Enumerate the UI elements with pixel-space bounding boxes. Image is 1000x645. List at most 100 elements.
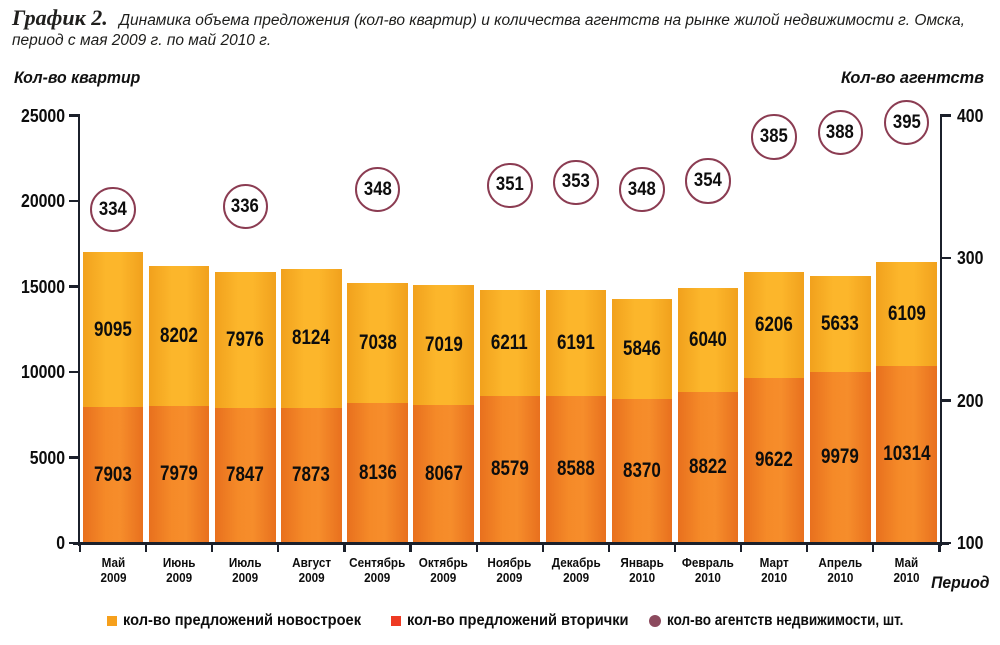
bar-value-secondary: 7847 — [215, 462, 276, 487]
bar-segment-secondary: 7903 — [82, 407, 144, 543]
bar-segment-new-buildings: 7976 — [215, 271, 276, 409]
right-axis-tick-label: 200 — [957, 392, 1000, 410]
agents-count-value: 353 — [561, 171, 590, 193]
right-axis-tick-value: 300 — [956, 248, 984, 268]
x-axis-tick — [475, 543, 478, 552]
bar-value-secondary: 7873 — [281, 462, 342, 487]
legend-label: кол-во предложений вторички — [406, 612, 629, 629]
bar-value-text: 7976 — [226, 327, 265, 352]
bar-segment-secondary: 8588 — [545, 395, 607, 543]
agents-count-value: 395 — [892, 111, 921, 133]
bar-value-new-buildings: 8202 — [149, 323, 210, 348]
left-axis-tick — [68, 114, 78, 117]
left-axis-tick-label: 5000 — [5, 449, 64, 467]
left-axis-tick-value: 15000 — [20, 276, 65, 297]
x-axis-tick — [277, 543, 280, 552]
left-axis-tick-value: 0 — [55, 533, 65, 553]
bar-value-text: 8202 — [160, 322, 199, 347]
agents-count-marker: 348 — [619, 166, 665, 213]
chart-title-line1: Динамика объема предложения (кол-во квар… — [119, 12, 965, 29]
bar-segment-new-buildings: 7038 — [347, 283, 408, 404]
bar-value-new-buildings: 8124 — [281, 325, 342, 350]
agents-count-value: 385 — [760, 125, 789, 147]
bar-value-text: 9979 — [821, 444, 860, 469]
bar-segment-new-buildings: 6191 — [545, 289, 607, 396]
bar-value-secondary: 8579 — [480, 456, 541, 481]
right-axis-tick-label: 300 — [957, 249, 1000, 267]
bar-value-text: 8370 — [623, 457, 661, 482]
left-axis-tick-label: 15000 — [5, 278, 65, 296]
x-axis-category-label: Июль 2009 — [212, 555, 278, 585]
agents-count-value: 336 — [231, 195, 260, 217]
right-axis-tick-label: 400 — [957, 107, 1000, 125]
bar-value-text: 6206 — [755, 311, 794, 336]
bar-value-text: 10314 — [882, 441, 931, 466]
left-axis-tick — [68, 541, 78, 545]
bar-value-secondary: 7979 — [149, 461, 210, 486]
bar-value-secondary: 8136 — [347, 460, 408, 485]
bar-value-text: 7873 — [292, 462, 331, 487]
bar-segment-new-buildings: 6109 — [876, 261, 937, 367]
bar-value-secondary: 8370 — [612, 458, 673, 483]
x-axis-category-text: Январь 2010 — [620, 555, 664, 585]
bar-value-text: 6211 — [491, 329, 529, 354]
right-axis-tick — [941, 256, 951, 260]
x-axis-tick — [78, 543, 82, 552]
bar-value-new-buildings: 6109 — [876, 301, 937, 326]
bar-value-text: 8067 — [424, 460, 463, 485]
x-axis-category-text: Сентябрь 2009 — [349, 555, 406, 585]
bar-segment-secondary: 7873 — [281, 407, 342, 543]
bar-value-secondary: 7903 — [83, 462, 144, 487]
bar-value-text: 7903 — [94, 461, 132, 486]
right-axis-caption: Кол-во агентств — [841, 68, 984, 87]
bar-value-text: 5846 — [623, 336, 661, 361]
agents-count-marker: 348 — [354, 166, 401, 213]
bar-value-secondary: 9979 — [810, 444, 871, 469]
left-axis-tick — [68, 199, 78, 203]
bar-value-text: 8124 — [292, 325, 331, 350]
right-axis-tick-value: 100 — [956, 533, 984, 553]
right-axis-tick — [941, 114, 951, 117]
bar-segment-secondary: 8136 — [347, 403, 408, 543]
bar-value-text: 8822 — [689, 454, 727, 479]
x-axis-category-label: Июнь 2009 — [146, 555, 212, 585]
x-axis-category-text: Май 2010 — [893, 555, 920, 585]
x-axis-tick — [673, 543, 677, 552]
bar-segment-new-buildings: 5846 — [611, 299, 673, 400]
x-axis-tick — [938, 543, 941, 552]
bar-value-text: 6109 — [887, 300, 926, 325]
legend-item: кол-во предложений вторички — [391, 611, 649, 631]
bar-value-new-buildings: 7019 — [413, 332, 474, 357]
left-axis-tick-label: 0 — [5, 534, 65, 552]
bar-value-new-buildings: 7038 — [347, 330, 408, 355]
bar-value-text: 5633 — [821, 310, 860, 335]
x-axis-category-label: Февраль 2010 — [675, 555, 741, 585]
agents-count-value: 348 — [363, 178, 392, 200]
bar-value-new-buildings: 6206 — [744, 312, 805, 337]
agents-count-marker: 388 — [817, 109, 864, 156]
left-axis-tick-label: 25000 — [5, 107, 65, 125]
bar-value-new-buildings: 6040 — [678, 327, 739, 352]
bar-value-new-buildings: 7976 — [215, 327, 276, 352]
x-axis-category-text: Ноябрь 2009 — [487, 555, 532, 585]
bar-value-text: 8588 — [556, 456, 595, 481]
x-axis-category-label: Май 2010 — [873, 555, 939, 585]
right-axis-tick-value: 200 — [956, 390, 984, 411]
left-axis-tick — [68, 456, 78, 459]
agents-count-marker: 334 — [90, 186, 136, 233]
x-axis-tick — [409, 543, 412, 552]
bar-value-text: 6040 — [689, 327, 727, 351]
x-axis-tick — [145, 543, 148, 552]
bar-segment-new-buildings: 6211 — [479, 289, 540, 396]
left-axis-line — [77, 113, 80, 546]
legend-label: кол-во предложений новостроек — [122, 612, 361, 629]
x-axis-category-text: Март 2010 — [759, 555, 789, 585]
bar-segment-secondary: 8579 — [479, 395, 541, 543]
bar-segment-secondary: 9979 — [810, 371, 871, 543]
right-axis-line — [939, 113, 942, 546]
bar-value-text: 7847 — [226, 462, 265, 487]
x-axis-tick — [872, 543, 875, 552]
right-axis-tick — [941, 541, 951, 545]
x-axis-category-label: Январь 2010 — [609, 555, 675, 585]
left-axis-tick-label: 20000 — [5, 192, 65, 210]
